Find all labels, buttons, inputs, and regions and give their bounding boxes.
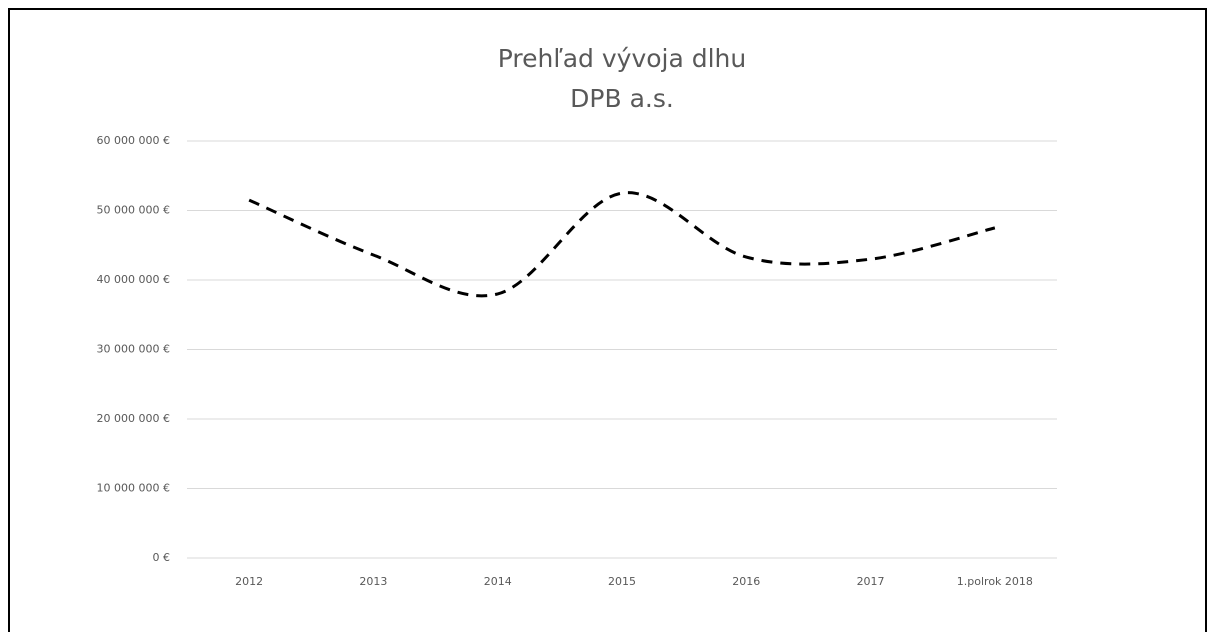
y-tick-label: 20 000 000 € xyxy=(97,412,170,425)
y-tick-label: 60 000 000 € xyxy=(97,134,170,147)
y-tick-label: 50 000 000 € xyxy=(97,204,170,217)
y-tick-label: 0 € xyxy=(153,551,171,564)
line-series xyxy=(248,191,996,298)
x-tick-label: 2012 xyxy=(235,575,263,588)
chart-title: Prehľad vývoja dlhu xyxy=(498,44,747,73)
chart-title: DPB a.s. xyxy=(570,84,674,113)
frame xyxy=(8,8,1207,632)
x-tick-label: 2013 xyxy=(359,575,387,588)
x-tick-label: 2015 xyxy=(608,575,636,588)
y-tick-label: 10 000 000 € xyxy=(97,482,170,495)
x-tick-label: 2016 xyxy=(732,575,760,588)
x-tick-label: 1.polrok 2018 xyxy=(957,575,1033,588)
x-tick-label: 2014 xyxy=(484,575,512,588)
y-tick-label: 30 000 000 € xyxy=(97,343,170,356)
x-tick-label: 2017 xyxy=(857,575,885,588)
y-tick-label: 40 000 000 € xyxy=(97,273,170,286)
